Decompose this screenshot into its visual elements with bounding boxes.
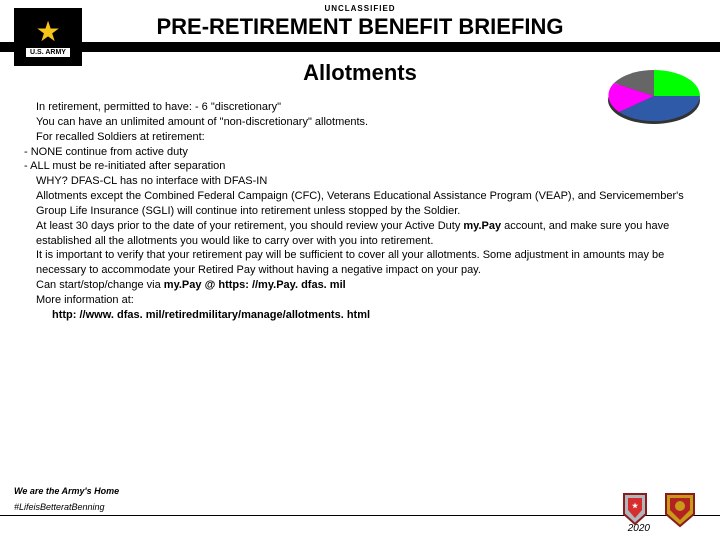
body-link-line: http: //www. dfas. mil/retiredmilitary/m… (24, 308, 696, 323)
body-line: WHY? DFAS-CL has no interface with DFAS-… (24, 174, 696, 189)
body-line: It is important to verify that your reti… (24, 248, 696, 278)
body-line: Allotments except the Combined Federal C… (24, 189, 696, 219)
footer-divider (0, 515, 720, 516)
footer-emblems-icon: ★ (616, 490, 706, 530)
body-line: - NONE continue from active duty (24, 145, 696, 160)
shield-icon-1: ★ (624, 494, 646, 524)
body-line: You can have an unlimited amount of "non… (24, 115, 696, 130)
army-logo: ★ U.S. ARMY (14, 8, 82, 66)
body-line: Can start/stop/change via my.Pay @ https… (24, 278, 696, 293)
body-content: In retirement, permitted to have: - 6 "d… (24, 100, 696, 323)
classification-label: UNCLASSIFIED (324, 4, 395, 13)
body-line: For recalled Soldiers at retirement: (24, 130, 696, 145)
star-icon: ★ (35, 18, 60, 46)
body-line: - ALL must be re-initiated after separat… (24, 159, 696, 174)
footer-hashtag: #LifeisBetteratBenning (14, 502, 105, 512)
body-line: At least 30 days prior to the date of yo… (24, 219, 696, 249)
pie-slice-green (654, 70, 700, 96)
army-logo-label: U.S. ARMY (26, 48, 70, 57)
shield-star-icon: ★ (632, 502, 639, 510)
mypay-link-bold: my.Pay @ https: //my.Pay. dfas. mil (164, 279, 346, 291)
shield-icon-2 (666, 494, 694, 526)
body-line: More information at: (24, 293, 696, 308)
main-title: PRE-RETIREMENT BENEFIT BRIEFING (0, 14, 720, 40)
castle-icon (675, 501, 685, 511)
body-text-span: Can start/stop/change via (36, 279, 164, 291)
info-url-bold: http: //www. dfas. mil/retiredmilitary/m… (52, 309, 370, 321)
body-line: In retirement, permitted to have: - 6 "d… (24, 100, 696, 115)
body-text-span: At least 30 days prior to the date of yo… (36, 220, 463, 232)
title-divider-band (0, 42, 720, 52)
footer-tagline: We are the Army's Home (14, 486, 119, 496)
mypay-bold: my.Pay (463, 220, 501, 232)
